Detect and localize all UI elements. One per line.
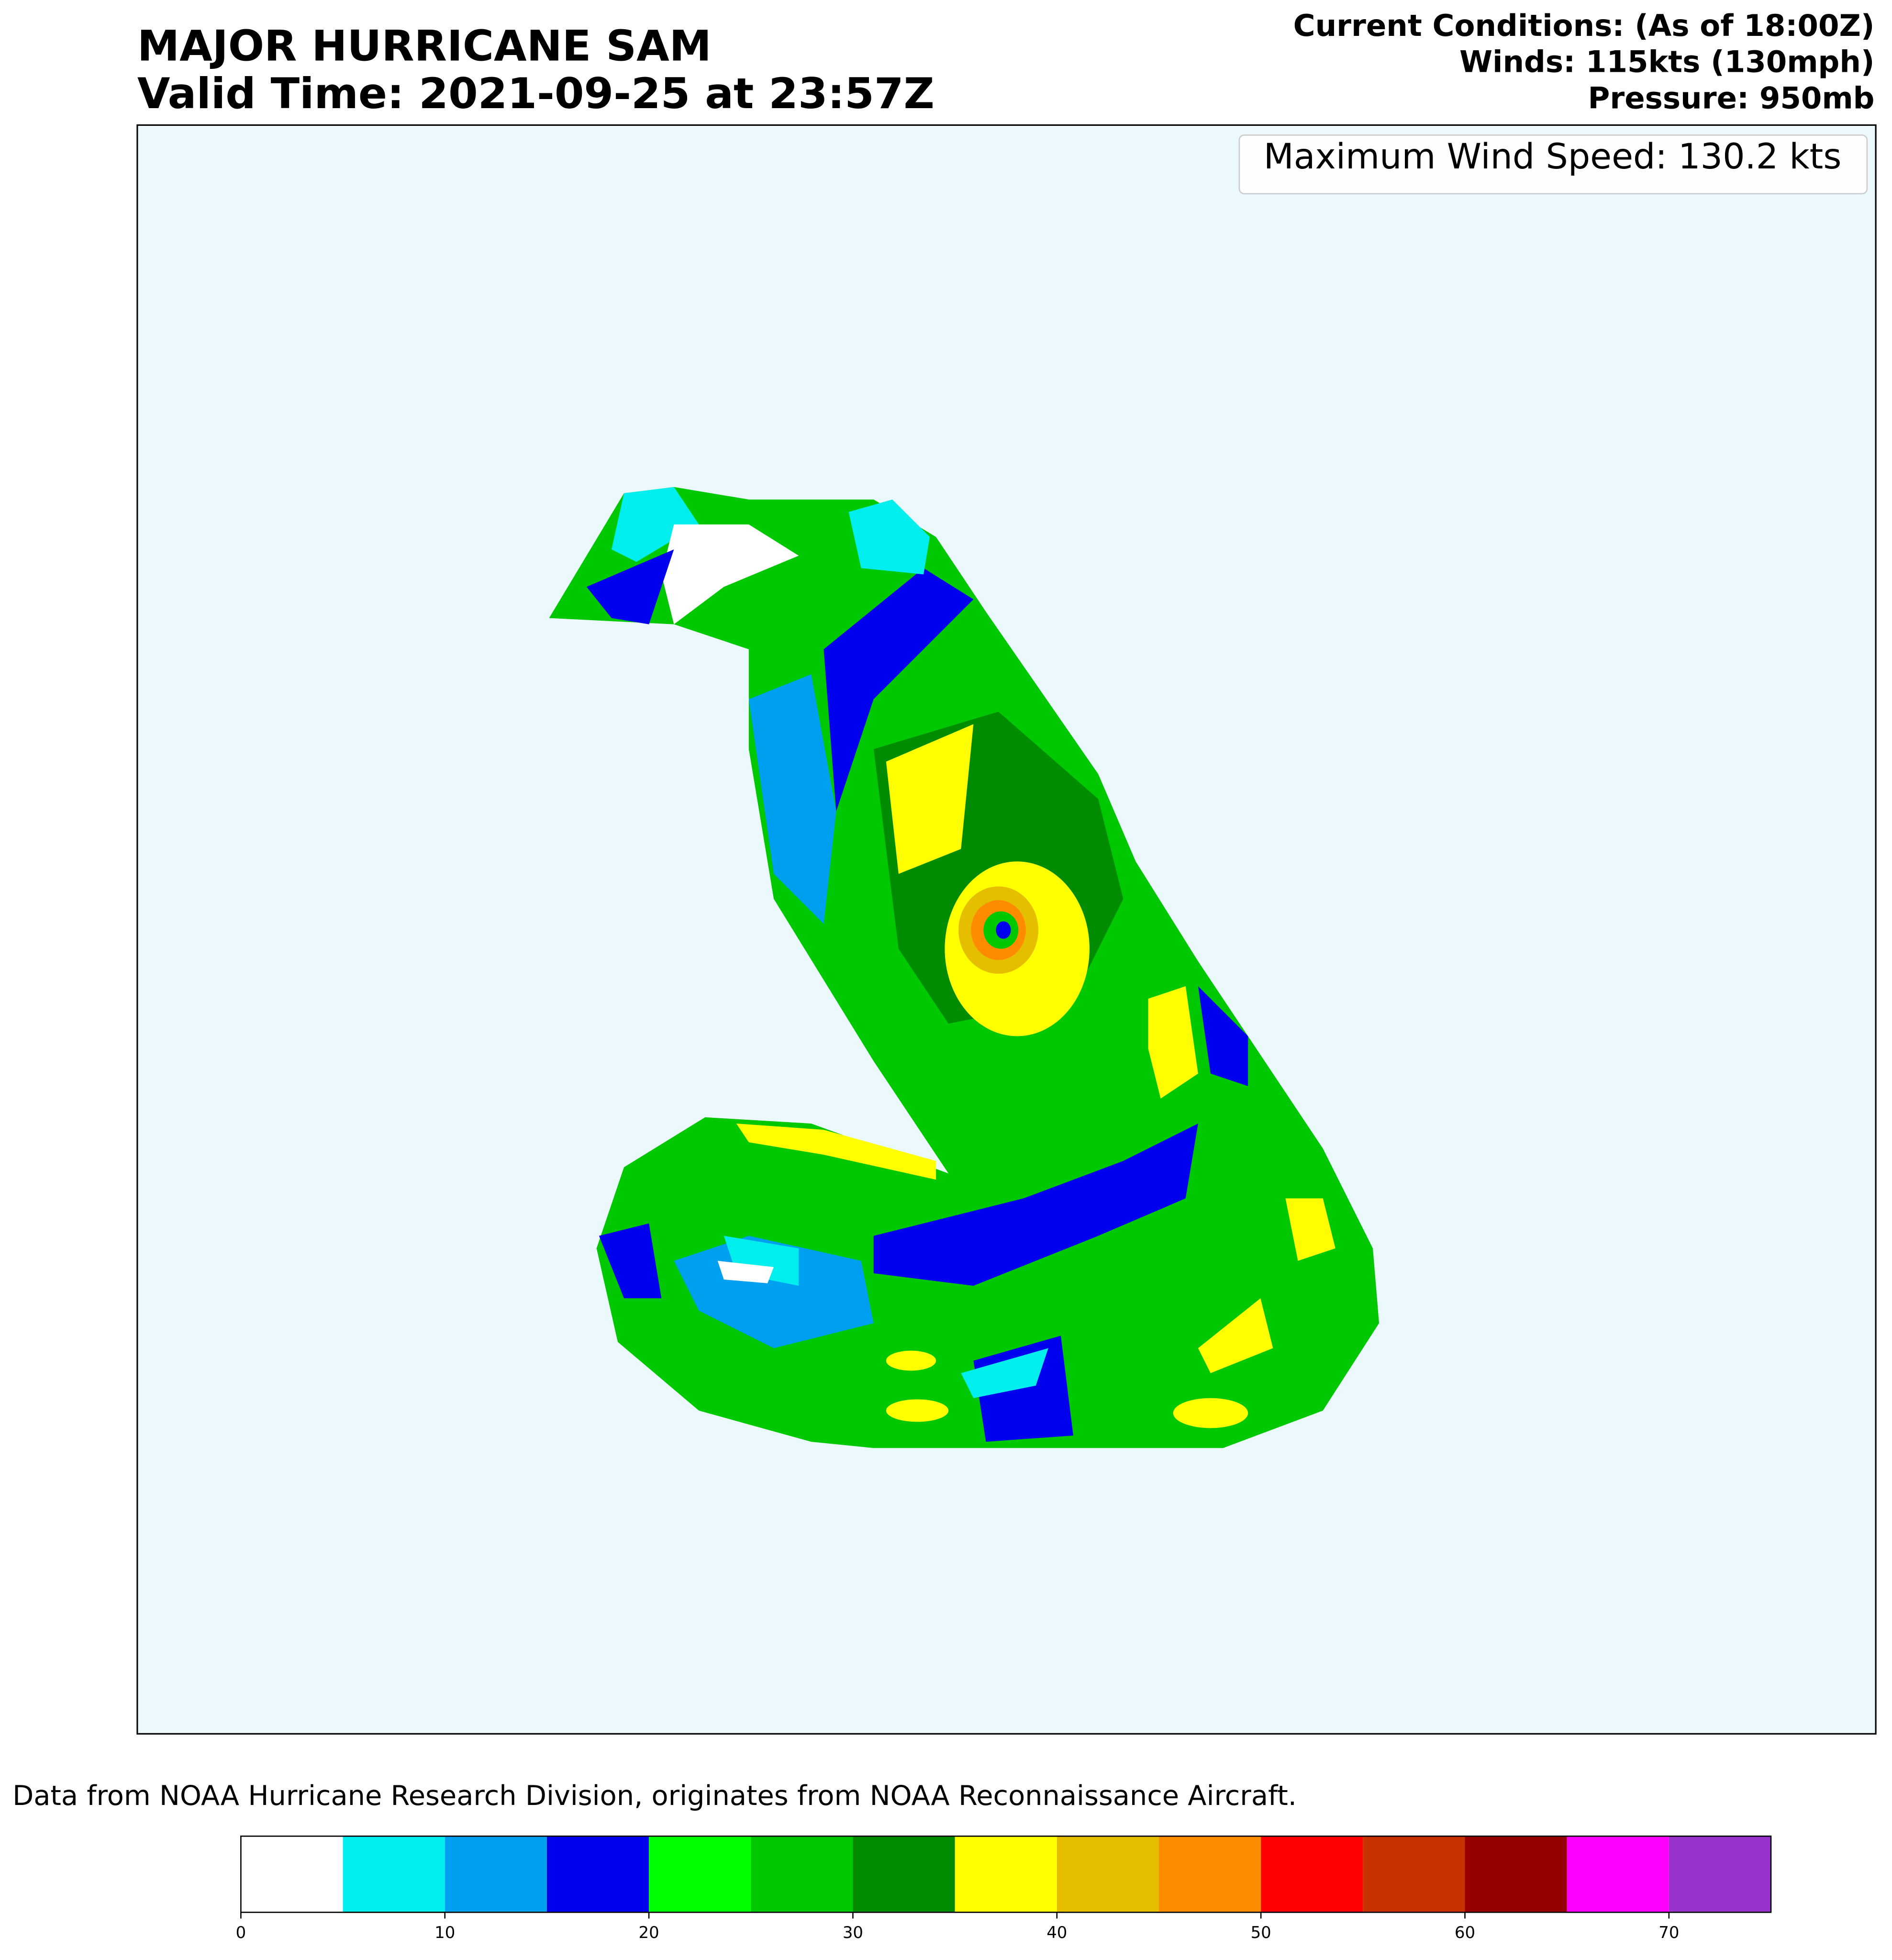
annotation-box — [1238, 134, 1868, 195]
x-tick-label: 0 — [236, 1923, 246, 1942]
x-tick-label: 60 — [1455, 1923, 1475, 1942]
title: Valid Time: 2021-09-25 at 23:57Z — [137, 69, 935, 118]
x-tick-label: 20 — [639, 1923, 659, 1942]
title: MAJOR HURRICANE SAM — [137, 22, 712, 71]
colorbar-bin — [1261, 1836, 1363, 1913]
x-tick-label: 30 — [843, 1923, 863, 1942]
wind-field — [549, 487, 1380, 1448]
colorbar-bin — [445, 1836, 547, 1913]
colorbar-bin — [1669, 1836, 1771, 1913]
conditions: Winds: 115kts (130mph) — [1459, 45, 1874, 79]
colorbar-bin — [1158, 1836, 1261, 1913]
x-tick-label: 10 — [434, 1923, 455, 1942]
colorbar-bin — [853, 1836, 955, 1913]
colorbar-frame — [240, 1835, 1772, 1913]
colorbar: 0 10 20 30 40 50 60 70 — [236, 1835, 1772, 1942]
colorbar-bin — [343, 1836, 445, 1913]
conditions: Pressure: 950mb — [1588, 80, 1875, 115]
colorbar-bin — [241, 1836, 343, 1913]
x-tick-label: 50 — [1251, 1923, 1271, 1942]
note: Data from NOAA Hurricane Research Divisi… — [12, 1780, 1297, 1812]
colorbar-bin — [1363, 1836, 1465, 1913]
colorbar-bin — [1567, 1836, 1669, 1913]
colorbar-bin — [649, 1836, 751, 1913]
annotation: Maximum Wind Speed: 130.2 kts — [1264, 136, 1842, 177]
colorbar-bin — [751, 1836, 853, 1913]
colorbar-bin — [1465, 1836, 1567, 1913]
colorbar-bin — [546, 1836, 649, 1913]
colorbar-bin — [1057, 1836, 1159, 1913]
x-tick-label: 40 — [1046, 1923, 1067, 1942]
x-tick-label: 70 — [1658, 1923, 1679, 1942]
conditions: Current Conditions: (As of 18:00Z) — [1293, 8, 1875, 43]
colorbar-bin — [955, 1836, 1057, 1913]
